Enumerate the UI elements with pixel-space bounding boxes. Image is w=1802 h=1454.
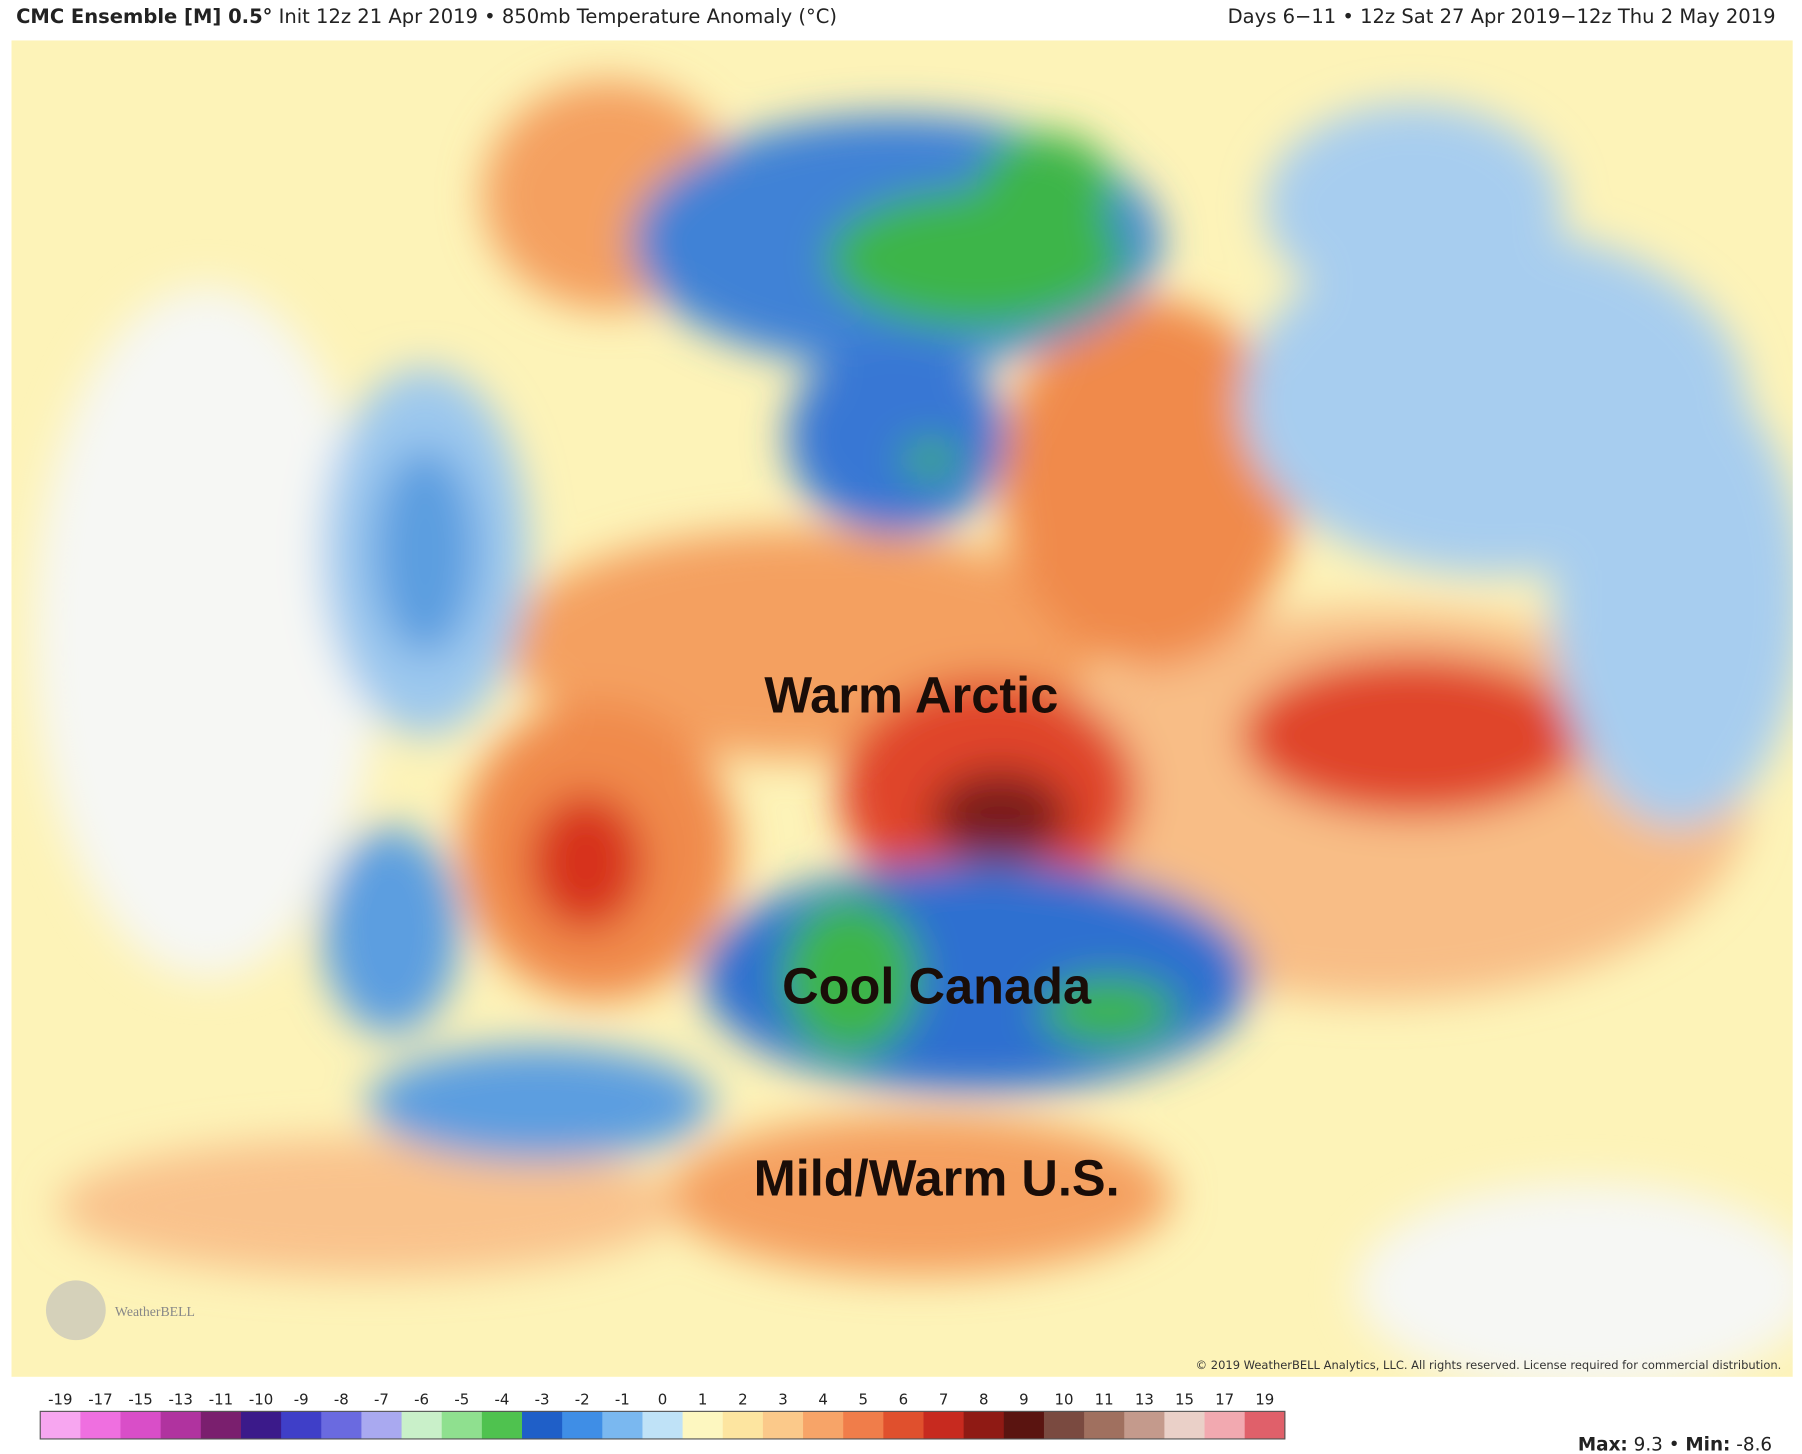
logo: WeatherBELL <box>115 1304 195 1319</box>
colorbar-cell <box>481 1411 523 1439</box>
title: CMC Ensemble [M] 0.5° Init 12z 21 Apr 20… <box>16 5 837 28</box>
colorbar-tick-label: 19 <box>1255 1390 1274 1408</box>
colorbar-cell <box>1003 1411 1045 1439</box>
logo-mark <box>45 1280 106 1341</box>
colorbar-cell <box>1084 1411 1125 1439</box>
colorbar-cell <box>1204 1411 1246 1439</box>
colorbar-tick-label: 13 <box>1135 1390 1154 1408</box>
stats: Max: 9.3 • Min: -8.6 <box>1578 1434 1772 1454</box>
colorbar-tick-label: -2 <box>575 1390 590 1408</box>
colorbar-cell <box>200 1411 242 1439</box>
colorbar-cell <box>562 1411 603 1439</box>
colorbar-tick-label: -19 <box>48 1390 72 1408</box>
colorbar-tick-label: -6 <box>414 1390 429 1408</box>
colorbar-cell <box>1043 1411 1085 1439</box>
max-value: 9.3 <box>1634 1434 1663 1454</box>
colorbar-tick-label: -7 <box>374 1390 389 1408</box>
colorbar-tick-label: 11 <box>1095 1390 1114 1408</box>
anomaly-field <box>34 80 1793 1377</box>
colorbar-tick-label: 9 <box>1019 1390 1029 1408</box>
colorbar-cell <box>602 1411 644 1439</box>
colorbar-cell <box>80 1411 122 1439</box>
min-label: Min: <box>1685 1434 1730 1454</box>
colorbar-tick-label: -9 <box>294 1390 309 1408</box>
colorbar-tick-label: 7 <box>939 1390 949 1408</box>
colorbar-tick-label: -4 <box>494 1390 509 1408</box>
colorbar-tick-label: -13 <box>169 1390 193 1408</box>
colorbar-cell <box>321 1411 362 1439</box>
title-model: CMC Ensemble [M] 0.5° <box>16 5 272 28</box>
colorbar-cell <box>963 1411 1005 1439</box>
colorbar-cell <box>522 1411 563 1439</box>
colorbar-tick-label: -11 <box>209 1390 233 1408</box>
annotation: Warm Arctic <box>764 667 1058 724</box>
colorbar-tick-label: 0 <box>658 1390 668 1408</box>
colorbar-cell <box>120 1411 162 1439</box>
min-value: -8.6 <box>1736 1434 1772 1454</box>
colorbar-cell <box>441 1411 483 1439</box>
valid-time: Days 6−11 • 12z Sat 27 Apr 2019−12z Thu … <box>1228 5 1776 28</box>
max-label: Max: <box>1578 1434 1628 1454</box>
colorbar-cell <box>762 1411 804 1439</box>
colorbar-cell <box>160 1411 202 1439</box>
colorbar-tick-label: -8 <box>334 1390 349 1408</box>
colorbar-cell <box>883 1411 925 1439</box>
colorbar-tick-label: 6 <box>899 1390 909 1408</box>
colorbar: -19 -17 -15 -13 -11 -10 -9 -8 -7 -6 -5 -4 -3 -2 -1 0 1 2 3… <box>39 1390 1286 1440</box>
colorbar-tick-label: 15 <box>1175 1390 1194 1408</box>
annotation: Cool Canada <box>782 957 1092 1014</box>
colorbar-cell <box>1244 1411 1286 1439</box>
colorbar-tick-label: 10 <box>1055 1390 1074 1408</box>
colorbar-tick-label: 3 <box>778 1390 788 1408</box>
annotation: Mild/Warm U.S. <box>754 1149 1120 1206</box>
colorbar-tick-label: -17 <box>88 1390 112 1408</box>
copyright: © 2019 WeatherBELL Analytics, LLC. All r… <box>1196 1358 1782 1372</box>
colorbar-cell <box>682 1411 724 1439</box>
colorbar-cell <box>40 1411 81 1439</box>
colorbar-cell <box>923 1411 965 1439</box>
colorbar-cell <box>281 1411 322 1439</box>
colorbar-cell <box>1124 1411 1165 1439</box>
colorbar-tick-label: 5 <box>859 1390 869 1408</box>
colorbar-tick-label: 4 <box>818 1390 828 1408</box>
colorbar-tick-label: -10 <box>249 1390 273 1408</box>
colorbar-tick-label: -15 <box>128 1390 152 1408</box>
colorbar-tick-label: -5 <box>454 1390 469 1408</box>
colorbar-tick-label: 8 <box>979 1390 989 1408</box>
colorbar-tick-label: 1 <box>698 1390 708 1408</box>
colorbar-tick-label: 2 <box>738 1390 748 1408</box>
colorbar-cell <box>803 1411 844 1439</box>
separator: • <box>1669 1434 1680 1454</box>
colorbar-tick-label: -3 <box>535 1390 550 1408</box>
colorbar-cell <box>843 1411 884 1439</box>
colorbar-cell <box>642 1411 684 1439</box>
colorbar-cell <box>401 1411 443 1439</box>
colorbar-tick-label: 17 <box>1215 1390 1234 1408</box>
title-description: Init 12z 21 Apr 2019 • 850mb Temperature… <box>272 5 837 28</box>
colorbar-cell <box>361 1411 403 1439</box>
colorbar-cell <box>722 1411 764 1439</box>
colorbar-cell <box>1164 1411 1206 1439</box>
map: Warm Arctic Cool Canada Mild/Warm U.S. W… <box>11 40 1793 1377</box>
colorbar-tick-label: -1 <box>615 1390 630 1408</box>
colorbar-border <box>39 1410 1286 1440</box>
colorbar-cell <box>240 1411 282 1439</box>
